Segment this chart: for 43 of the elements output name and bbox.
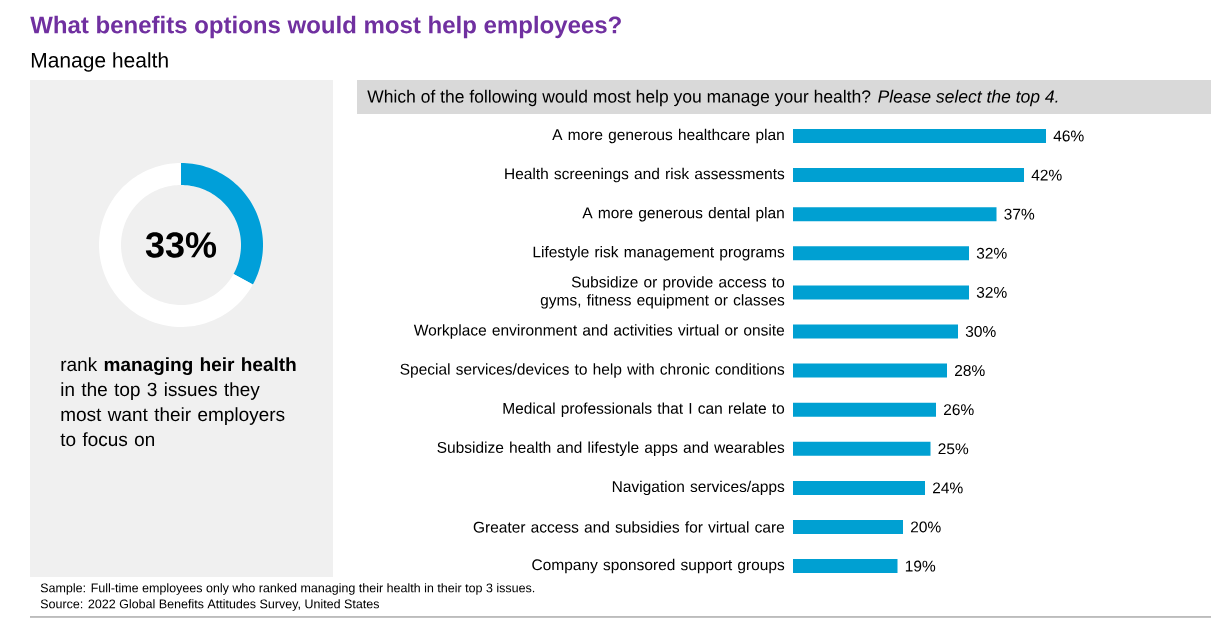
chart-title: Which of the following would most help you manage your health? Please select the top 4. bbox=[367, 89, 1058, 107]
text: Sample: Full-time employees only who ranked managing their health in their top 3 issues. bbox=[40, 583, 535, 595]
bar bbox=[793, 480, 926, 495]
text: 33% bbox=[145, 232, 217, 258]
y-tick-label: Navigation services/apps bbox=[612, 480, 785, 496]
bar bbox=[793, 128, 1047, 143]
data-label: 19% bbox=[905, 560, 936, 572]
y-tick-label: Medical professionals that I can relate to bbox=[503, 402, 785, 417]
y-tick-label: Health screenings and risk assessments bbox=[505, 167, 785, 183]
bar bbox=[793, 324, 959, 339]
y-tick-label: Subsidize or provide access to gyms, fitness equipment or classes bbox=[540, 276, 785, 309]
text: rank managing heir health in the top 3 issues they most want their employers to focus on bbox=[60, 357, 296, 447]
data-label: 32% bbox=[976, 247, 1007, 259]
bar bbox=[793, 207, 997, 222]
data-label: 26% bbox=[943, 404, 974, 416]
y-tick-label: Greater access and subsidies for virtual care bbox=[473, 521, 785, 533]
y-tick-label: Subsidize health and lifestyle apps and wearables bbox=[437, 441, 785, 457]
bar bbox=[793, 559, 898, 574]
data-label: 30% bbox=[965, 326, 996, 337]
bar bbox=[793, 402, 937, 417]
source-note: Source: 2022 Global Benefits Attitudes Survey, United States bbox=[40, 599, 380, 611]
data-label: 24% bbox=[932, 482, 963, 494]
y-tick-label: A more generous healthcare plan bbox=[552, 128, 784, 144]
bar bbox=[793, 441, 931, 456]
y-tick-label: Lifestyle risk management programs bbox=[533, 246, 785, 261]
y-tick-label: Special services/devices to help with chronic conditions bbox=[400, 363, 785, 378]
y-tick-label: Company sponsored support groups bbox=[532, 558, 785, 574]
bar bbox=[793, 363, 948, 378]
bar bbox=[793, 168, 1025, 183]
data-label: 20% bbox=[910, 521, 941, 533]
y-tick-label: Workplace environment and activities virtual or onsite bbox=[413, 324, 785, 339]
text: What benefits options would most help employees? bbox=[30, 15, 621, 39]
y-tick-label: A more generous dental plan bbox=[582, 206, 784, 222]
data-label: 32% bbox=[976, 286, 1007, 298]
data-label: 28% bbox=[954, 365, 985, 377]
data-label: 46% bbox=[1053, 130, 1084, 142]
data-label: 25% bbox=[938, 443, 969, 455]
data-label: 37% bbox=[1004, 208, 1035, 220]
data-label: 42% bbox=[1031, 169, 1062, 181]
bar bbox=[793, 285, 970, 300]
bar bbox=[793, 519, 904, 534]
chart-subtitle: Manage health bbox=[31, 52, 168, 72]
bar bbox=[793, 246, 970, 261]
